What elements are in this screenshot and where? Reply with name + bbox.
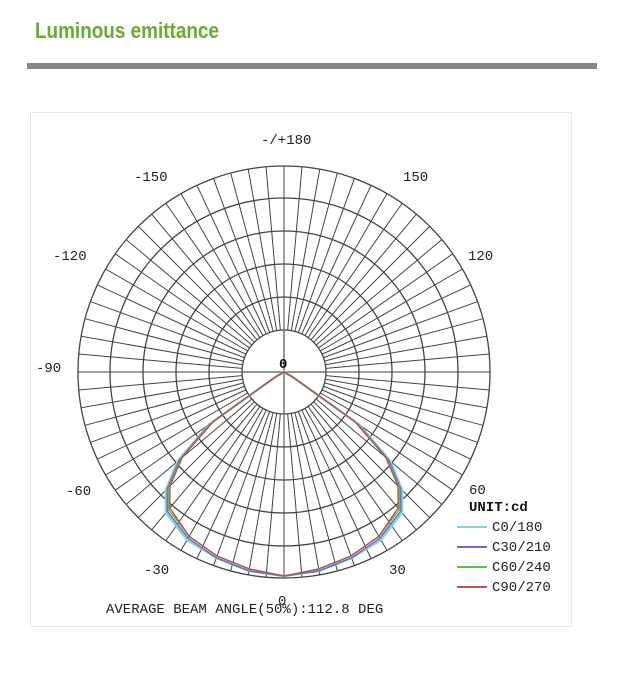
radial-gridline [105,392,248,476]
polar-chart-frame: -/+180 -150 150 -120 120 -90 -60 60 -30 30 0 0 UNIT… [30,112,572,627]
angle-label: 120 [468,249,493,265]
radial-gridline [213,411,271,566]
radial-gridline [325,378,487,409]
radial-gridline [165,406,261,542]
radial-gridline [320,392,463,476]
radial-gridline [321,389,471,460]
radial-gridline [304,408,388,551]
radial-gridline [304,193,388,336]
angle-labels: -/+180 -150 150 -120 120 -90 -60 60 -30 30 0 0 [36,133,493,610]
legend-label: C0/180 [492,520,542,536]
legend-label: C30/210 [492,540,551,556]
radial-gridline [301,185,372,335]
radial-gridline [81,378,243,409]
radial-gridline [287,413,303,578]
radial-gridline [196,185,267,335]
radial-gridline [301,409,372,559]
ring-gridline [77,165,491,579]
angle-label: 30 [389,563,406,579]
radial-gridline [318,253,454,349]
radial-gridline [137,401,255,519]
radial-gridline [307,406,403,542]
angle-label: -30 [144,563,169,579]
ring-gridline [175,263,393,481]
radial-gridline [325,375,490,391]
angle-label: -90 [36,361,61,377]
radial-gridline [294,412,338,572]
radial-gridline [265,413,281,578]
radial-gridline [313,401,431,519]
radial-gridline [84,318,244,362]
radial-gridline [114,253,250,349]
radial-gridline [325,353,490,369]
center-label: 0 [279,357,287,373]
angle-label: -/+180 [261,133,311,149]
radial-gridline [213,178,271,333]
unit-label: UNIT:cd [469,500,528,516]
radial-gridline [297,411,355,566]
radial-gridline [324,318,484,362]
radial-gridline [78,375,243,391]
radial-gridline [78,353,243,369]
radial-gridline [325,335,487,366]
radial-gridline [196,409,267,559]
radial-gridline [265,166,281,331]
radial-gridline [294,172,338,332]
angle-label: -60 [66,484,91,500]
ring-gridline [142,230,426,514]
polar-candela-chart: -/+180 -150 150 -120 120 -90 -60 60 -30 30 0 0 UNIT… [36,133,551,618]
radial-gridline [90,385,245,443]
radial-gridline [290,169,321,331]
section-title: Luminous emittance [35,18,219,43]
intensity-curve-C90-270 [169,371,399,577]
radial-gridline [125,398,253,505]
angle-label: -150 [134,170,168,186]
radial-gridline [323,385,478,443]
radial-gridline [320,268,463,352]
radial-gridline [90,301,245,359]
ring-gridline [208,296,360,448]
radial-gridline [247,169,278,331]
radial-gridline [287,166,303,331]
radial-gridline [180,193,264,336]
beam-angle-caption: AVERAGE BEAM ANGLE(50%):112.8 DEG [106,602,383,618]
radial-gridline [180,408,264,551]
radial-gridline [324,382,484,426]
radial-gridline [315,398,443,505]
radial-gridline [125,239,253,346]
radial-gridline [321,284,471,355]
angle-label: -120 [53,249,87,265]
angle-label: 60 [469,483,486,499]
angle-label: 0 [278,594,286,610]
radial-gridline [97,389,247,460]
radial-gridline [307,202,403,338]
radial-gridline [310,213,417,341]
radial-gridline [313,225,431,343]
radial-gridline [290,413,321,575]
radial-gridline [151,213,258,341]
radial-gridline [247,413,278,575]
radial-gridline [137,225,255,343]
title-divider [27,63,597,69]
intensity-curves [164,370,404,578]
ring-gridline [109,197,459,547]
radial-gridline [105,268,248,352]
radial-gridline [97,284,247,355]
chart-legend: UNIT:cd C0/180 C30/210 C60/240 C90/270 [457,500,551,596]
legend-label: C60/240 [492,560,551,576]
radial-gridline [165,202,261,338]
legend-label: C90/270 [492,580,551,596]
radial-gridline [297,178,355,333]
radial-gridline [230,172,274,332]
angle-label: 150 [403,170,428,186]
radial-gridline [81,335,243,366]
radial-gridline [323,301,478,359]
radial-gridline [315,239,443,346]
radial-gridline [84,382,244,426]
radial-gridline [230,412,274,572]
